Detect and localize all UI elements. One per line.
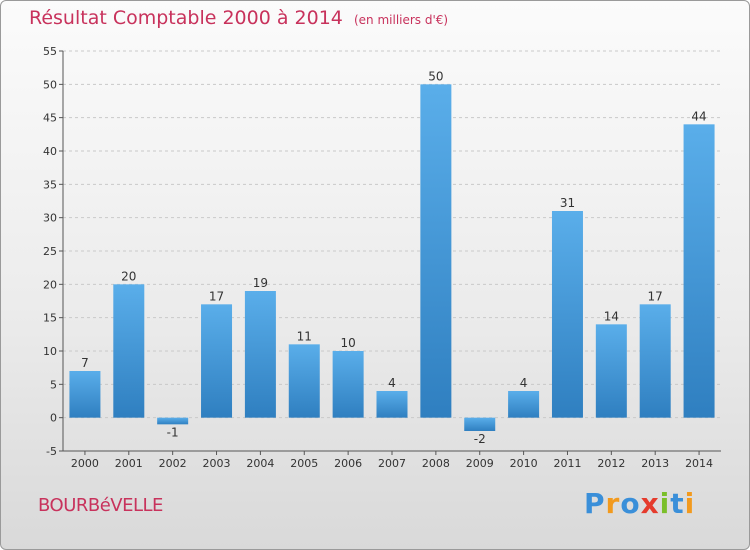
bar xyxy=(244,291,276,418)
commune-name: BOURBéVELLE xyxy=(38,495,163,516)
logo-letter: o xyxy=(620,487,641,520)
bar xyxy=(69,371,101,418)
logo-letter: t xyxy=(670,487,685,520)
x-tick-label: 2005 xyxy=(290,457,318,470)
title-main: Résultat Comptable 2000 à 2014 xyxy=(29,7,343,29)
x-tick-label: 2001 xyxy=(115,457,143,470)
x-tick-label: 2013 xyxy=(641,457,669,470)
logo-letter: i xyxy=(659,487,671,520)
y-tick-label: 35 xyxy=(43,178,57,191)
data-label: 19 xyxy=(253,276,268,290)
y-tick-label: 55 xyxy=(43,45,57,58)
data-label: -2 xyxy=(474,432,486,446)
bar xyxy=(464,417,496,431)
x-tick-label: 2000 xyxy=(71,457,99,470)
data-label: 10 xyxy=(340,336,355,350)
bar xyxy=(157,417,189,425)
data-label: 17 xyxy=(209,289,224,303)
x-tick-label: 2002 xyxy=(159,457,187,470)
x-tick-label: 2014 xyxy=(685,457,713,470)
bar xyxy=(288,344,320,418)
bar xyxy=(201,304,233,418)
x-tick-label: 2011 xyxy=(553,457,581,470)
logo-letter: x xyxy=(640,487,660,520)
bar xyxy=(551,211,583,418)
y-tick-label: -5 xyxy=(46,445,57,458)
x-tick-label: 2008 xyxy=(422,457,450,470)
y-tick-label: 5 xyxy=(50,378,57,391)
data-label: 11 xyxy=(297,329,312,343)
y-tick-label: 40 xyxy=(43,145,57,158)
data-label: 4 xyxy=(520,376,528,390)
x-tick-label: 2004 xyxy=(246,457,274,470)
proxiti-logo: Proxiti xyxy=(584,487,695,520)
y-tick-label: 15 xyxy=(43,312,57,325)
data-label: 44 xyxy=(691,109,706,123)
data-label: 17 xyxy=(648,289,663,303)
y-tick-label: 50 xyxy=(43,78,57,91)
y-tick-label: 10 xyxy=(43,345,57,358)
x-tick-label: 2012 xyxy=(597,457,625,470)
y-tick-label: 45 xyxy=(43,112,57,125)
data-label: 20 xyxy=(121,269,136,283)
title-unit: (en milliers d'€) xyxy=(353,13,449,27)
logo-letter: P xyxy=(584,487,606,520)
data-label: 7 xyxy=(81,356,89,370)
y-tick-label: 0 xyxy=(50,412,57,425)
y-tick-label: 30 xyxy=(43,212,57,225)
bar xyxy=(683,124,715,418)
x-tick-label: 2010 xyxy=(510,457,538,470)
data-label: 31 xyxy=(560,196,575,210)
x-tick-label: 2009 xyxy=(466,457,494,470)
y-tick-label: 20 xyxy=(43,278,57,291)
y-tick-label: 25 xyxy=(43,245,57,258)
data-label: 14 xyxy=(604,309,619,323)
bar xyxy=(508,391,540,418)
logo-letter: r xyxy=(605,487,621,520)
bar xyxy=(639,304,671,418)
bar xyxy=(420,84,452,418)
bar xyxy=(332,351,364,418)
data-label: -1 xyxy=(167,425,179,439)
bar xyxy=(376,391,408,418)
data-label: 50 xyxy=(428,69,443,83)
x-tick-label: 2007 xyxy=(378,457,406,470)
bar xyxy=(595,324,627,418)
x-tick-label: 2006 xyxy=(334,457,362,470)
x-tick-label: 2003 xyxy=(203,457,231,470)
data-label: 4 xyxy=(388,376,396,390)
chart-title: Résultat Comptable 2000 à 2014 (en milli… xyxy=(29,7,448,29)
logo-letter: i xyxy=(684,487,696,520)
bar xyxy=(113,284,145,418)
